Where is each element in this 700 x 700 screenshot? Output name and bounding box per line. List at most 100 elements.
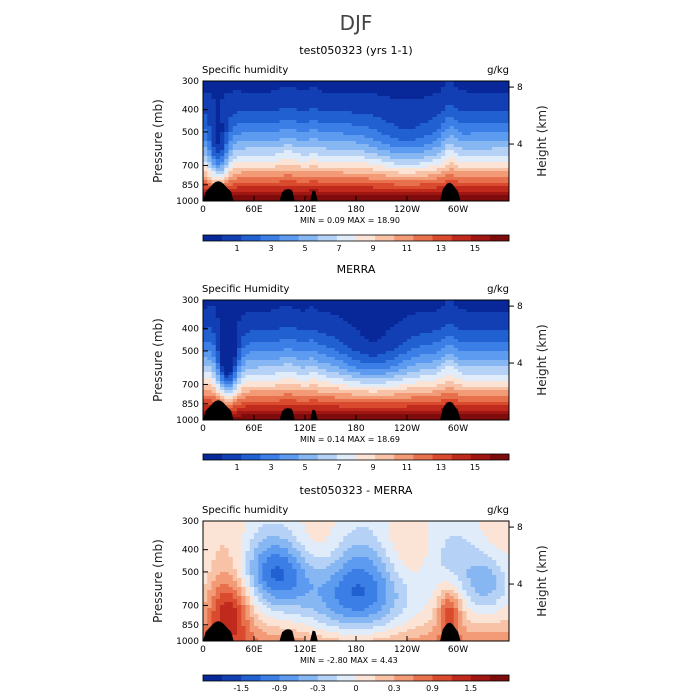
contour-cell xyxy=(364,318,370,322)
contour-cell xyxy=(292,105,298,109)
contour-cell xyxy=(232,171,238,175)
contour-cell xyxy=(330,354,336,358)
contour-cell xyxy=(381,378,387,382)
contour-cell xyxy=(381,180,387,184)
contour-cell xyxy=(271,117,276,121)
contour-cell xyxy=(364,306,370,310)
contour-cell xyxy=(292,114,298,118)
contour-cell xyxy=(368,378,374,382)
contour-cell xyxy=(356,174,361,178)
contour-cell xyxy=(322,315,327,319)
contour-cell xyxy=(279,300,285,304)
contour-cell xyxy=(432,306,438,310)
contour-cell xyxy=(347,309,353,313)
contour-cell xyxy=(215,93,221,97)
contour-cell xyxy=(343,186,349,190)
contour-cell xyxy=(458,129,463,133)
contour-cell xyxy=(283,120,289,124)
contour-cell xyxy=(466,159,472,163)
contour-cell xyxy=(326,321,332,325)
contour-cell xyxy=(351,315,357,319)
contour-cell xyxy=(211,129,217,133)
contour-cell xyxy=(394,375,400,379)
contour-cell xyxy=(411,312,417,316)
contour-cell xyxy=(258,168,264,172)
contour-cell xyxy=(432,303,438,307)
contour-cell xyxy=(504,126,509,130)
contour-cell xyxy=(351,135,357,139)
contour-cell xyxy=(394,147,400,151)
contour-cell xyxy=(343,120,349,124)
contour-cell xyxy=(364,381,370,385)
contour-cell xyxy=(424,153,429,157)
contour-cell xyxy=(241,381,247,385)
contour-cell xyxy=(254,306,259,310)
contour-cell xyxy=(309,189,315,193)
contour-cell xyxy=(492,120,497,124)
contour-cell xyxy=(385,120,391,124)
contour-cell xyxy=(441,303,446,307)
contour-cell xyxy=(424,165,429,169)
contour-cell xyxy=(224,348,230,352)
contour-cell xyxy=(300,126,306,130)
contour-cell xyxy=(275,198,281,201)
contour-cell xyxy=(351,129,357,133)
contour-cell xyxy=(360,303,366,307)
contour-cell xyxy=(258,336,264,340)
contour-cell xyxy=(487,318,493,322)
contour-cell xyxy=(211,336,217,340)
contour-cell xyxy=(407,315,412,319)
contour-cell xyxy=(237,312,242,316)
contour-cell xyxy=(479,327,485,331)
contour-cell xyxy=(326,186,332,190)
contour-cell xyxy=(432,318,438,322)
contour-cell xyxy=(496,336,502,340)
contour-cell xyxy=(398,153,404,157)
contour-cell xyxy=(466,87,472,91)
contour-cell xyxy=(390,183,395,187)
contour-cell xyxy=(211,147,217,151)
contour-cell xyxy=(292,180,298,184)
contour-cell xyxy=(330,309,336,313)
contour-cell xyxy=(215,129,221,133)
contour-cell xyxy=(254,186,259,190)
contour-cell xyxy=(373,177,378,181)
contour-cell xyxy=(449,165,455,169)
contour-cell xyxy=(441,150,446,154)
contour-cell xyxy=(432,168,438,172)
contour-cell xyxy=(466,375,472,379)
contour-cell xyxy=(343,312,349,316)
contour-cell xyxy=(220,324,225,328)
contour-cell xyxy=(373,87,378,91)
contour-cell xyxy=(462,327,468,331)
contour-cell xyxy=(211,105,217,109)
contour-cell xyxy=(394,327,400,331)
contour-cell xyxy=(262,144,268,148)
contour-cell xyxy=(283,318,289,322)
contour-cell xyxy=(500,171,506,175)
contour-cell xyxy=(258,156,264,160)
contour-cell xyxy=(215,87,221,91)
contour-cell xyxy=(237,81,242,85)
contour-cell xyxy=(305,138,310,142)
contour-cell xyxy=(271,144,276,148)
contour-cell xyxy=(220,132,225,136)
contour-cell xyxy=(326,195,332,199)
contour-cell xyxy=(432,189,438,193)
contour-cell xyxy=(275,165,281,169)
contour-cell xyxy=(428,324,434,328)
contour-cell xyxy=(402,309,408,313)
contour-cell xyxy=(492,159,497,163)
contour-cell xyxy=(377,198,383,201)
contour-cell xyxy=(262,375,268,379)
contour-cell xyxy=(266,303,272,307)
contour-cell xyxy=(300,195,306,199)
contour-cell xyxy=(228,81,234,85)
contour-cell xyxy=(470,192,476,196)
contour-cell xyxy=(402,150,408,154)
contour-cell xyxy=(334,96,340,100)
contour-cell xyxy=(479,147,485,151)
contour-cell xyxy=(407,153,412,157)
contour-cell xyxy=(326,171,332,175)
contour-cell xyxy=(373,123,378,127)
